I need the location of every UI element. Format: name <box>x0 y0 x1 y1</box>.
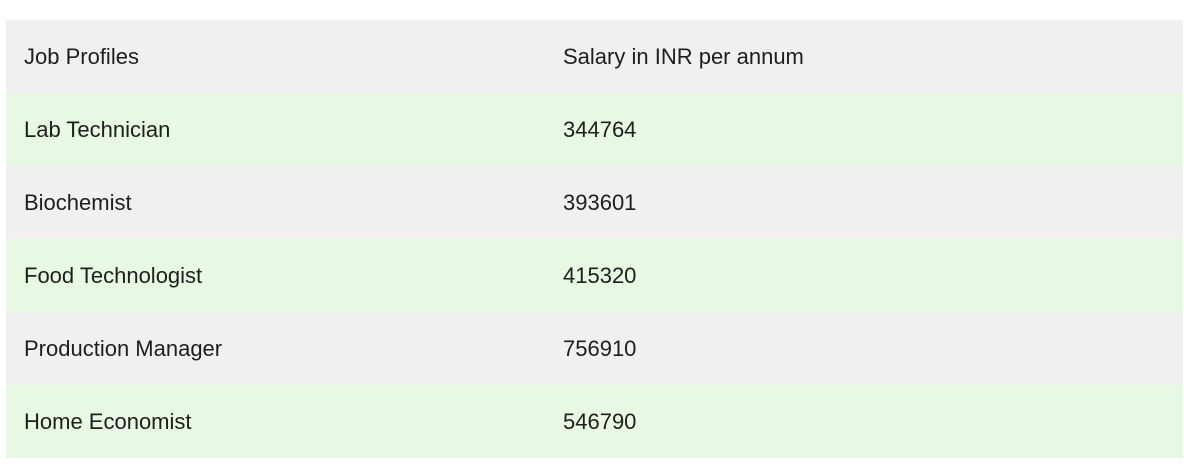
salary-cell: 415320 <box>563 262 637 288</box>
job-profile-cell: Food Technologist <box>24 262 203 288</box>
table-header-row: Job Profiles Salary in INR per annum <box>6 20 1183 93</box>
job-profile-cell: Production Manager <box>24 335 223 361</box>
table-row: Food Technologist 415320 <box>6 239 1183 312</box>
table-row: Biochemist 393601 <box>6 166 1183 239</box>
column-header-job-profiles: Job Profiles <box>24 43 139 69</box>
salary-table: Job Profiles Salary in INR per annum Lab… <box>6 20 1183 458</box>
job-profile-cell: Home Economist <box>24 408 192 434</box>
salary-cell: 393601 <box>563 189 637 215</box>
salary-cell: 546790 <box>563 408 637 434</box>
job-profile-cell: Lab Technician <box>24 116 171 142</box>
salary-cell: 756910 <box>563 335 637 361</box>
job-profile-cell: Biochemist <box>24 189 132 215</box>
salary-cell: 344764 <box>563 116 637 142</box>
table-row: Production Manager 756910 <box>6 312 1183 385</box>
table-row: Home Economist 546790 <box>6 385 1183 458</box>
column-header-salary: Salary in INR per annum <box>563 43 804 69</box>
table-row: Lab Technician 344764 <box>6 93 1183 166</box>
